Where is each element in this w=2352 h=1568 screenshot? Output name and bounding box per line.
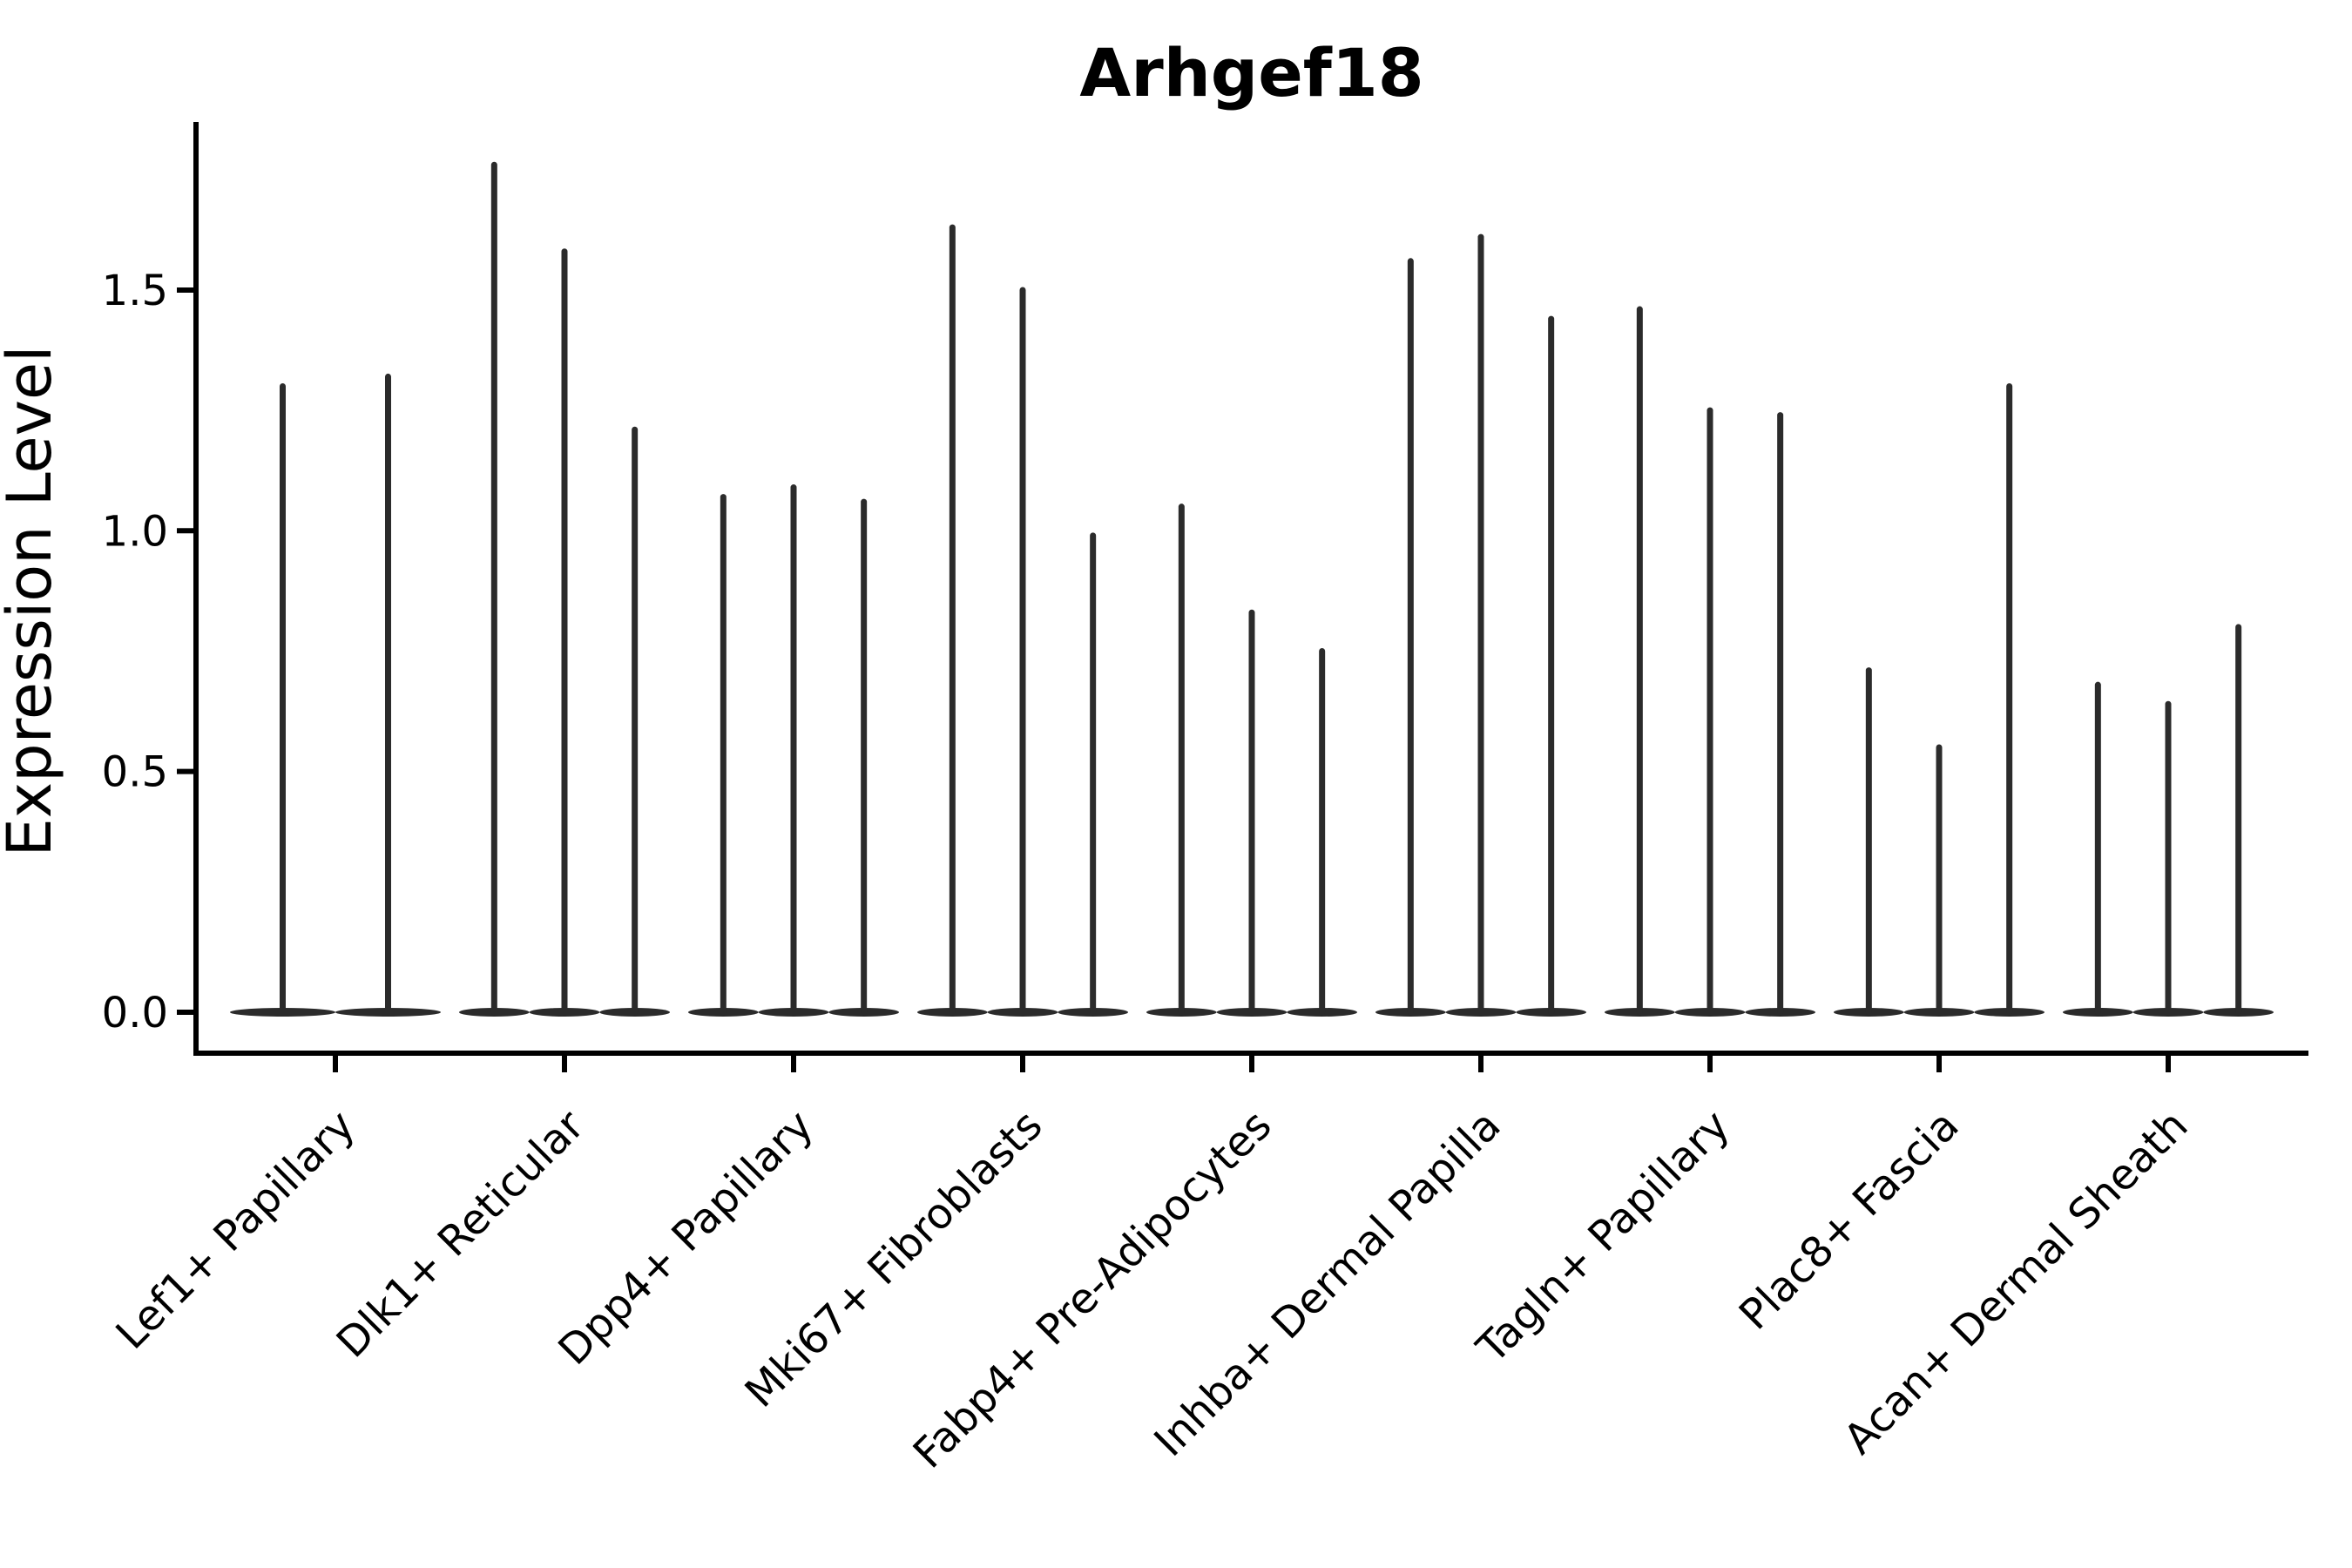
- y-tick-label: 1.0: [102, 507, 168, 556]
- x-category-label: Lef1+ Papillary: [107, 1101, 365, 1359]
- x-category-label: Dpp4+ Papillary: [549, 1101, 822, 1375]
- y-tick-label: 0.0: [102, 989, 168, 1037]
- y-tick-label: 1.5: [102, 267, 168, 315]
- x-category-label: Dlk1+ Reticular: [328, 1101, 594, 1368]
- chart-title: Arhgef18: [1079, 34, 1423, 112]
- y-tick-label: 0.5: [102, 748, 168, 797]
- x-category-label: Tagln+ Papillary: [1467, 1101, 1739, 1373]
- violins: [230, 161, 2274, 1017]
- y-axis-label: Expression Level: [0, 345, 65, 856]
- y-axis-ticks: 0.0 0.5 1.0 1.5: [102, 267, 196, 1037]
- x-category-label: Plac8+ Fascia: [1730, 1101, 1969, 1340]
